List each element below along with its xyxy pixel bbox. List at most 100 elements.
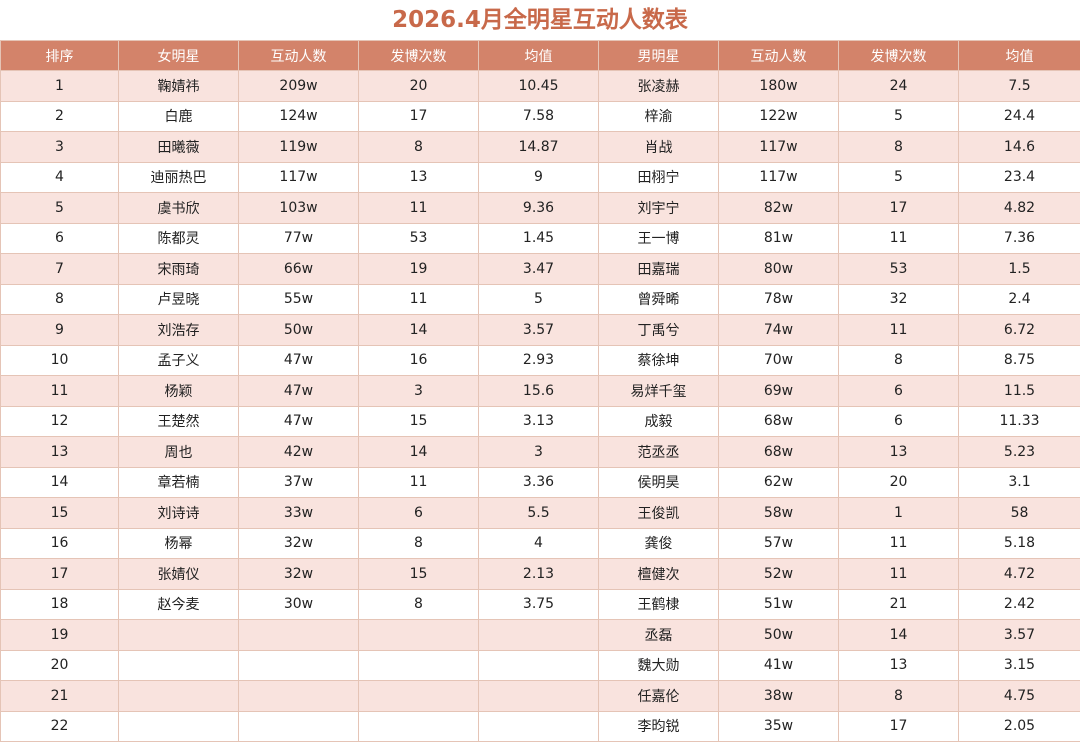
male-interactions-cell: 117w <box>718 161 839 193</box>
male-star-cell: 王俊凯 <box>598 497 719 529</box>
header-female-interactions: 互动人数 <box>238 40 359 71</box>
female-posts-cell: 11 <box>358 283 479 315</box>
male-interactions-cell: 82w <box>718 192 839 224</box>
male-interactions-cell: 70w <box>718 344 839 376</box>
header-male-interactions: 互动人数 <box>718 40 839 71</box>
male-star-cell: 刘宇宁 <box>598 192 719 224</box>
female-star-cell: 宋雨琦 <box>118 253 239 285</box>
rank-cell: 10 <box>0 344 119 376</box>
female-average-cell: 9 <box>478 161 599 193</box>
female-interactions-cell: 37w <box>238 466 359 498</box>
male-posts-cell: 8 <box>838 680 959 712</box>
female-posts-cell: 53 <box>358 222 479 254</box>
male-star-cell: 易烊千玺 <box>598 375 719 407</box>
male-posts-cell: 53 <box>838 253 959 285</box>
female-posts-cell: 3 <box>358 375 479 407</box>
female-posts-cell: 8 <box>358 527 479 559</box>
male-interactions-cell: 69w <box>718 375 839 407</box>
female-posts-cell: 11 <box>358 466 479 498</box>
female-star-cell: 张婧仪 <box>118 558 239 590</box>
rank-cell: 13 <box>0 436 119 468</box>
female-average-cell: 3.47 <box>478 253 599 285</box>
female-average-cell: 5 <box>478 283 599 315</box>
male-star-cell: 范丞丞 <box>598 436 719 468</box>
rank-cell: 3 <box>0 131 119 163</box>
female-average-cell: 4 <box>478 527 599 559</box>
female-posts-cell: 8 <box>358 588 479 620</box>
male-posts-cell: 11 <box>838 222 959 254</box>
table-body: 1 鞠婧祎 209w 20 10.45 张凌赫 180w 24 7.5 2 白鹿 124w 17 7.58… <box>0 70 1080 742</box>
male-average-cell: 58 <box>958 497 1080 529</box>
male-posts-cell: 14 <box>838 619 959 651</box>
female-average-cell: 3 <box>478 436 599 468</box>
female-average-cell: 3.13 <box>478 405 599 437</box>
table-row: 10 孟子义 47w 16 2.93 蔡徐坤 70w 8 8.75 <box>0 344 1080 376</box>
male-posts-cell: 6 <box>838 405 959 437</box>
female-interactions-cell: 47w <box>238 344 359 376</box>
female-interactions-cell: 32w <box>238 527 359 559</box>
male-star-cell: 蔡徐坤 <box>598 344 719 376</box>
female-interactions-cell: 30w <box>238 588 359 620</box>
female-interactions-cell: 103w <box>238 192 359 224</box>
female-interactions-cell: 119w <box>238 131 359 163</box>
female-average-cell: 3.57 <box>478 314 599 346</box>
female-star-cell: 虞书欣 <box>118 192 239 224</box>
male-interactions-cell: 81w <box>718 222 839 254</box>
rank-cell: 1 <box>0 70 119 102</box>
male-star-cell: 任嘉伦 <box>598 680 719 712</box>
rank-cell: 22 <box>0 710 119 742</box>
female-interactions-cell: 50w <box>238 314 359 346</box>
header-row: 排序 女明星 互动人数 发博次数 均值 男明星 互动人数 发博次数 均值 <box>0 40 1080 71</box>
male-interactions-cell: 62w <box>718 466 839 498</box>
female-posts-cell: 14 <box>358 436 479 468</box>
header-male-posts: 发博次数 <box>838 40 959 71</box>
female-posts-cell <box>358 619 479 651</box>
female-interactions-cell: 47w <box>238 405 359 437</box>
male-average-cell: 4.75 <box>958 680 1080 712</box>
female-posts-cell: 13 <box>358 161 479 193</box>
table-row: 2 白鹿 124w 17 7.58 梓渝 122w 5 24.4 <box>0 100 1080 132</box>
male-posts-cell: 20 <box>838 466 959 498</box>
rank-cell: 9 <box>0 314 119 346</box>
female-posts-cell: 11 <box>358 192 479 224</box>
female-average-cell <box>478 680 599 712</box>
rank-cell: 20 <box>0 649 119 681</box>
male-star-cell: 檀健次 <box>598 558 719 590</box>
male-average-cell: 24.4 <box>958 100 1080 132</box>
rank-cell: 17 <box>0 558 119 590</box>
male-average-cell: 7.36 <box>958 222 1080 254</box>
male-posts-cell: 21 <box>838 588 959 620</box>
table-row: 1 鞠婧祎 209w 20 10.45 张凌赫 180w 24 7.5 <box>0 70 1080 102</box>
male-posts-cell: 13 <box>838 436 959 468</box>
male-interactions-cell: 52w <box>718 558 839 590</box>
female-average-cell: 9.36 <box>478 192 599 224</box>
male-posts-cell: 24 <box>838 70 959 102</box>
female-average-cell: 15.6 <box>478 375 599 407</box>
male-star-cell: 龚俊 <box>598 527 719 559</box>
table-row: 17 张婧仪 32w 15 2.13 檀健次 52w 11 4.72 <box>0 558 1080 590</box>
female-star-cell: 卢昱晓 <box>118 283 239 315</box>
rank-cell: 16 <box>0 527 119 559</box>
ranking-table: 排序 女明星 互动人数 发博次数 均值 男明星 互动人数 发博次数 均值 1 鞠婧… <box>0 40 1080 742</box>
female-star-cell: 杨幂 <box>118 527 239 559</box>
female-star-cell: 王楚然 <box>118 405 239 437</box>
female-star-cell: 迪丽热巴 <box>118 161 239 193</box>
table-row: 8 卢昱晓 55w 11 5 曾舜晞 78w 32 2.4 <box>0 283 1080 315</box>
table-row: 15 刘诗诗 33w 6 5.5 王俊凯 58w 1 58 <box>0 497 1080 529</box>
female-posts-cell: 6 <box>358 497 479 529</box>
female-interactions-cell: 47w <box>238 375 359 407</box>
female-average-cell: 5.5 <box>478 497 599 529</box>
female-posts-cell: 15 <box>358 558 479 590</box>
male-average-cell: 5.23 <box>958 436 1080 468</box>
male-average-cell: 4.82 <box>958 192 1080 224</box>
female-interactions-cell <box>238 619 359 651</box>
female-star-cell: 章若楠 <box>118 466 239 498</box>
table-row: 16 杨幂 32w 8 4 龚俊 57w 11 5.18 <box>0 527 1080 559</box>
rank-cell: 15 <box>0 497 119 529</box>
female-interactions-cell: 117w <box>238 161 359 193</box>
rank-cell: 21 <box>0 680 119 712</box>
female-average-cell: 10.45 <box>478 70 599 102</box>
table-row: 14 章若楠 37w 11 3.36 侯明昊 62w 20 3.1 <box>0 466 1080 498</box>
male-posts-cell: 1 <box>838 497 959 529</box>
female-star-cell: 孟子义 <box>118 344 239 376</box>
